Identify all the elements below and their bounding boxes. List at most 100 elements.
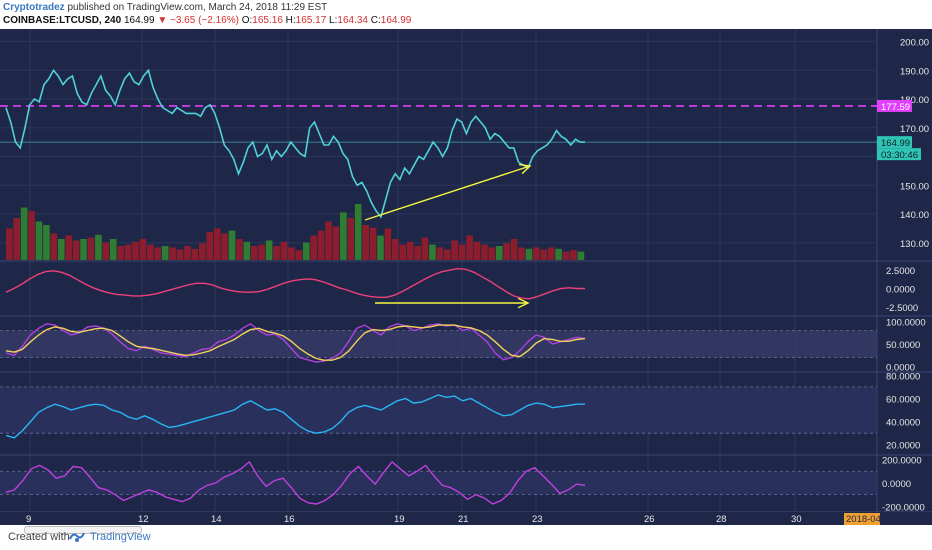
volume-bar — [35, 221, 43, 260]
stochastic-d-line — [5, 324, 586, 361]
volume-bar — [540, 249, 548, 260]
oscillator-tick-label: 2.5000 — [886, 266, 915, 277]
oscillator-line — [5, 267, 585, 300]
stochastic-band — [0, 330, 877, 358]
volume-bar — [443, 249, 451, 260]
volume-bar — [176, 249, 184, 260]
volume-bar — [199, 243, 206, 260]
volume-bar — [72, 240, 80, 260]
volume-bar — [399, 244, 407, 260]
volume-bar — [340, 212, 347, 260]
volume-bar — [436, 247, 444, 260]
volume-bar — [429, 244, 436, 260]
volume-bar — [228, 230, 236, 260]
resistance-badge — [877, 99, 912, 112]
volume-bar — [280, 241, 288, 260]
volume-bar — [392, 239, 399, 260]
volume-bar — [570, 250, 577, 260]
volume-bar — [562, 251, 570, 260]
volume-bar — [317, 230, 325, 260]
volume-bar — [362, 225, 369, 260]
low-value: 164.34 — [337, 15, 368, 26]
low-label: L: — [329, 15, 338, 26]
volume-bar — [347, 218, 355, 260]
volume-bar — [87, 237, 95, 260]
volume-bar — [161, 246, 169, 260]
cci-line — [5, 460, 586, 505]
countdown-badge — [877, 148, 921, 161]
oscillator-tick-label: 0.0000 — [886, 285, 915, 296]
price-tick-label: 180.00 — [900, 95, 929, 106]
created-with-text: Created with — [8, 531, 70, 543]
header: Cryptotradez published on TradingView.co… — [0, 0, 932, 30]
volume-bar — [547, 247, 555, 260]
volume-bar — [117, 246, 124, 260]
rsi-tick-label: 60.0000 — [886, 394, 920, 405]
volume-bar — [132, 241, 139, 260]
stochastic-tick-label: 50.0000 — [886, 340, 920, 351]
time-tick-label: 12 — [138, 514, 149, 525]
volume-bar — [325, 221, 332, 260]
publish-line: Cryptotradez published on TradingView.co… — [3, 2, 327, 13]
volume-bar — [236, 239, 243, 260]
symbol-label: COINBASE:LTCUSD, 240 — [3, 15, 122, 26]
last-price-badge — [877, 136, 912, 149]
tradingview-brand[interactable]: TradingView — [90, 531, 151, 543]
volume-bar — [406, 241, 414, 260]
volume-bar — [50, 233, 58, 260]
last-price-badge-label: 164.99 — [881, 138, 910, 149]
time-tick-label: 26 — [644, 514, 655, 525]
countdown-badge-label: 03:30:46 — [881, 150, 918, 161]
volume-bar — [265, 240, 273, 260]
volume-bar — [213, 228, 221, 260]
close-label: C: — [370, 15, 381, 26]
volume-bar — [495, 246, 503, 260]
author-link[interactable]: Cryptotradez — [3, 2, 65, 13]
volume-bar — [20, 207, 28, 260]
volume-bar — [332, 226, 340, 260]
volume-bar — [28, 211, 35, 260]
volume-bar — [250, 246, 258, 260]
volume-bar — [6, 228, 13, 260]
time-tick-label: 21 — [458, 514, 469, 525]
volume-bar — [95, 234, 102, 260]
high-label: H: — [285, 15, 296, 26]
open-value: 165.16 — [252, 15, 283, 26]
cci-band — [0, 471, 877, 495]
volume-bar — [310, 235, 317, 260]
time-tick-label: 19 — [394, 514, 405, 525]
price-tick-label: 140.00 — [900, 210, 929, 221]
price-tick-label: 190.00 — [900, 66, 929, 77]
resistance-badge-label: 177.59 — [881, 102, 910, 113]
time-tick-label: 14 — [211, 514, 222, 525]
price-trend-arrow — [364, 165, 531, 221]
volume-bar — [295, 250, 303, 260]
time-end-label: 2018-04 — [846, 514, 881, 525]
volume-bar — [206, 232, 214, 260]
price-tick-label: 200.00 — [900, 38, 929, 49]
volume-bar — [80, 239, 87, 260]
rsi-tick-label: 40.0000 — [886, 418, 920, 429]
cci-tick-label: 200.0000 — [882, 456, 922, 467]
volume-bar — [109, 239, 117, 260]
open-label: O: — [241, 15, 253, 26]
volume-bar — [518, 247, 525, 260]
rsi-band — [0, 386, 877, 434]
chart-canvas[interactable]: 200.00 190.00 180.00 170.00 150.00 140.00 130.… — [0, 29, 932, 525]
last-price: 164.99 — [123, 15, 155, 26]
price-tick-label: 130.00 — [900, 239, 929, 250]
price-change: ▼ −3.65 (−2.16%) — [157, 15, 239, 26]
volume-bar — [288, 247, 295, 260]
cci-tick-label: 0.0000 — [882, 479, 911, 490]
volume-bar — [466, 235, 473, 260]
volume-bar — [377, 235, 384, 260]
high-value: 165.17 — [295, 15, 327, 26]
oscillator-trend-arrow-head — [517, 297, 530, 309]
volume-bar — [221, 233, 228, 260]
plot-series — [0, 68, 877, 505]
volume-bar — [414, 246, 421, 260]
volume-bar — [577, 251, 585, 260]
volume-bar — [154, 247, 162, 260]
published-text: published on TradingView.com, March 24, … — [67, 2, 328, 13]
volume-bar — [533, 247, 540, 260]
